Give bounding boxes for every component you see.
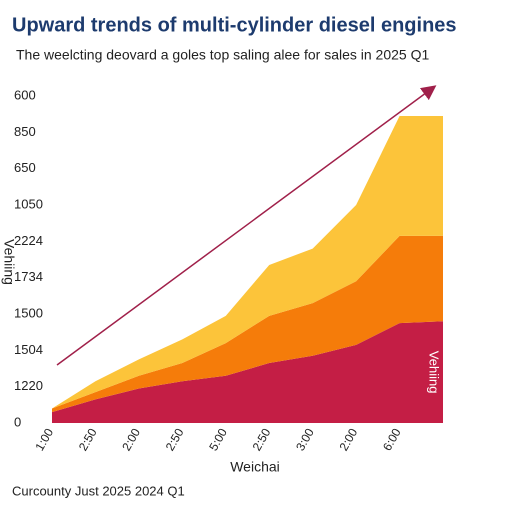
area (52, 321, 443, 423)
x-tick-label: 2:50 (250, 426, 274, 454)
x-tick-label: 2:50 (76, 426, 100, 454)
x-tick-label: 1:00 (32, 426, 56, 454)
x-tick-label: 2:50 (163, 426, 187, 454)
footer: Curcounty Just 2025 2024 Q1 (12, 483, 185, 498)
y-tick-label: 650 (14, 160, 36, 175)
chart-title: Upward trends of multi-cylinder diesel e… (12, 14, 457, 36)
y-axis-label: Vehiing (1, 239, 17, 285)
chart-subtitle: The weelcting deovard a goles top saling… (16, 47, 429, 63)
y-tick-label: 600 (14, 87, 36, 102)
x-tick-label: 5:00 (206, 426, 230, 454)
y-tick-label: 1504 (14, 342, 43, 357)
series-label: Vehiing (427, 351, 442, 394)
area (52, 115, 443, 409)
x-tick-label: 2:00 (119, 426, 143, 454)
y-tick-label: 1050 (14, 196, 43, 211)
y-tick-label: 1734 (14, 269, 43, 284)
y-tick-label: 1500 (14, 305, 43, 320)
y-tick-label: 850 (14, 124, 36, 139)
y-tick-label: 2224 (14, 233, 43, 248)
x-tick-label: 6:00 (380, 426, 404, 454)
x-tick-label: 3:00 (293, 426, 317, 454)
x-tick-label: 2:00 (336, 426, 360, 454)
trend-arrow (56, 85, 437, 366)
y-tick-label: 0 (14, 414, 21, 429)
y-tick-label: 1220 (14, 378, 43, 393)
area (52, 235, 443, 413)
x-axis-label: Weichai (230, 459, 280, 475)
